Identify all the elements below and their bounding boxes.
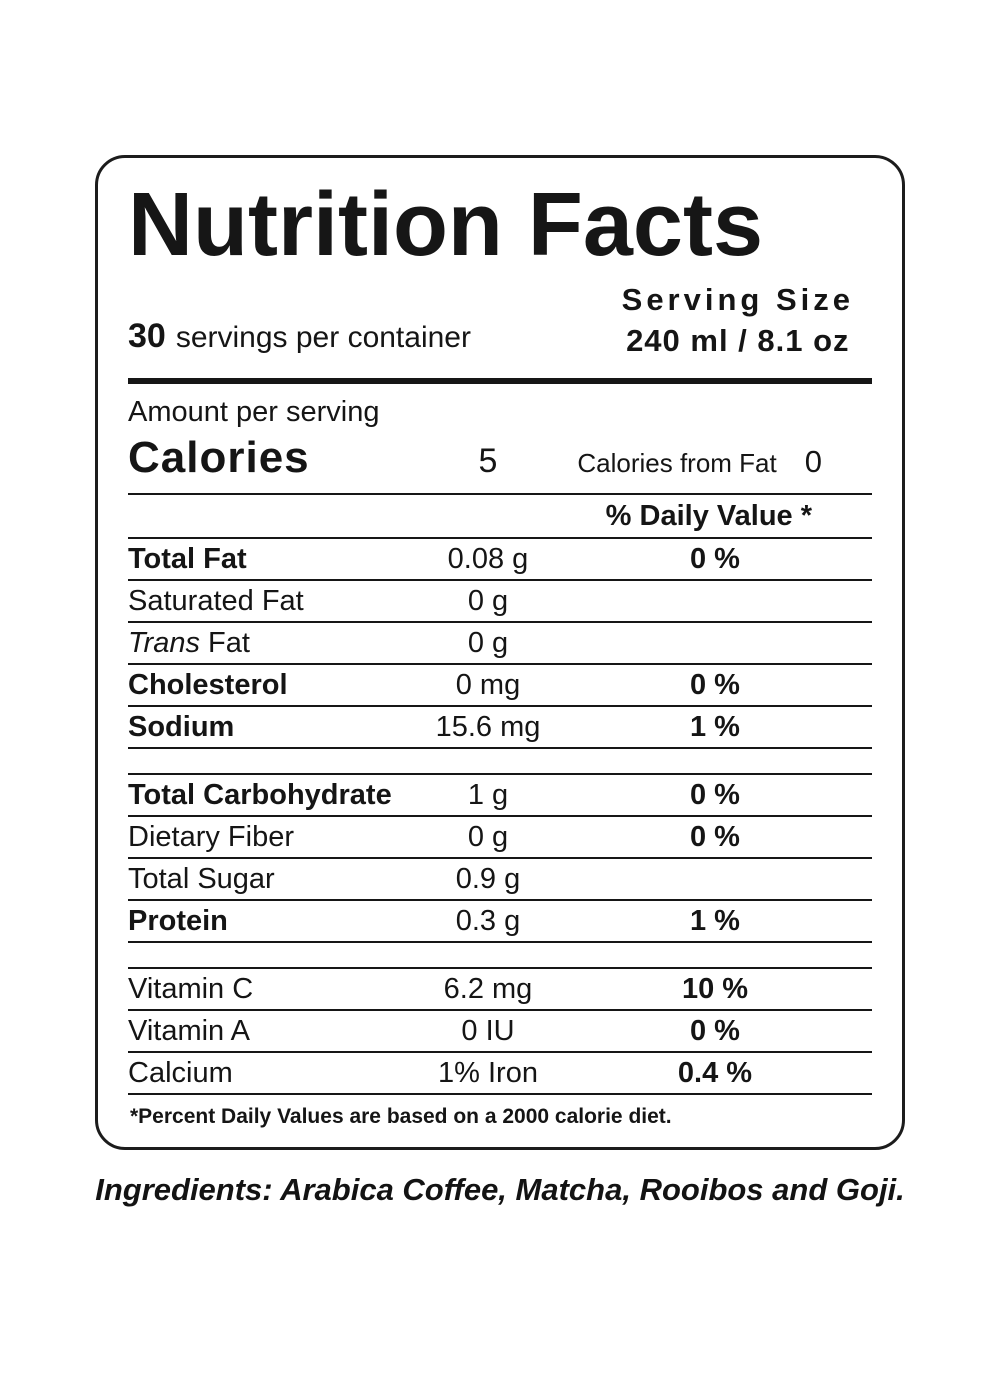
section-gap bbox=[128, 943, 872, 970]
nutrient-row-total-sugar: Total Sugar 0.9 g bbox=[128, 859, 872, 902]
nutrient-dv: 1 % bbox=[690, 711, 740, 744]
nutrient-dv bbox=[558, 623, 872, 663]
nutrient-name: Trans Fat bbox=[128, 623, 418, 663]
nutrient-name: Vitamin C bbox=[128, 973, 254, 1006]
thick-divider-bar bbox=[128, 378, 872, 385]
nutrient-row-protein: Protein 0.3 g 1 % bbox=[128, 901, 872, 944]
nutrient-dv: 0 % bbox=[690, 669, 740, 702]
calories-label: Calories bbox=[128, 433, 310, 483]
amount-per-serving-label: Amount per serving bbox=[128, 396, 380, 429]
calories-value: 5 bbox=[478, 442, 498, 481]
ingredients-line: Ingredients: Arabica Coffee, Matcha, Roo… bbox=[95, 1172, 905, 1207]
nutrient-row-calcium: Calcium 1% Iron 0.4 % bbox=[128, 1053, 872, 1096]
nutrient-name: Dietary Fiber bbox=[128, 821, 294, 854]
nutrient-amount: 0 g bbox=[467, 821, 509, 854]
nutrient-row-vitamin-a: Vitamin A 0 IU 0 % bbox=[128, 1011, 872, 1054]
nutrition-facts-panel: Nutrition Facts 30 servings per container… bbox=[95, 155, 905, 1150]
servings-text: servings per container bbox=[175, 321, 471, 355]
nutrient-row-dietary-fiber: Dietary Fiber 0 g 0 % bbox=[128, 817, 872, 860]
nutrient-amount: 1% Iron bbox=[438, 1057, 538, 1090]
nutrient-dv: 0 % bbox=[690, 543, 740, 576]
nutrient-dv: 0 % bbox=[690, 779, 740, 812]
serving-size: Serving Size 240 ml / 8.1 oz bbox=[622, 279, 872, 363]
nutrient-row-cholesterol: Cholesterol 0 mg 0 % bbox=[128, 665, 872, 708]
servings-count: 30 bbox=[128, 317, 166, 356]
nutrient-name: Protein bbox=[128, 905, 228, 938]
nutrient-dv: 0.4 % bbox=[677, 1057, 753, 1090]
trans-italic: Trans bbox=[128, 627, 200, 660]
nutrient-name: Vitamin A bbox=[128, 1015, 250, 1048]
nutrient-row-saturated-fat: Saturated Fat 0 g bbox=[128, 581, 872, 624]
nutrient-row-vitamin-c: Vitamin C 6.2 mg 10 % bbox=[128, 969, 872, 1012]
nutrient-dv bbox=[558, 581, 872, 621]
nutrient-row-sodium: Sodium 15.6 mg 1 % bbox=[128, 707, 872, 750]
nutrient-dv: 10 % bbox=[681, 973, 749, 1006]
nutrient-name: Total Carbohydrate bbox=[128, 779, 392, 812]
nutrient-amount: 0.9 g bbox=[455, 863, 521, 896]
nutrition-facts-title: Nutrition Facts bbox=[128, 175, 764, 275]
nutrient-amount: 6.2 mg bbox=[443, 973, 533, 1006]
nutrient-dv: 0 % bbox=[690, 821, 740, 854]
serving-size-value: 240 ml / 8.1 oz bbox=[626, 323, 850, 359]
nutrient-amount: 0 g bbox=[467, 627, 509, 660]
nutrient-name: Total Sugar bbox=[128, 863, 275, 896]
daily-value-header: % Daily Value * bbox=[128, 495, 872, 540]
trans-rest: Fat bbox=[199, 627, 250, 660]
serving-header-row: 30 servings per container Serving Size 24… bbox=[128, 279, 872, 363]
calories-from-fat-label: Calories from Fat bbox=[577, 448, 777, 479]
nutrient-row-trans-fat: Trans Fat 0 g bbox=[128, 623, 872, 666]
nutrient-amount: 0.08 g bbox=[447, 543, 529, 576]
nutrient-amount: 1 g bbox=[467, 779, 509, 812]
serving-size-label: Serving Size bbox=[621, 281, 854, 317]
calories-from-fat: Calories from Fat 0 bbox=[558, 444, 872, 480]
nutrient-name: Calcium bbox=[128, 1057, 233, 1090]
nutrient-row-total-fat: Total Fat 0.08 g 0 % bbox=[128, 539, 872, 582]
nutrient-name: Cholesterol bbox=[128, 669, 288, 702]
nutrient-amount: 0 g bbox=[467, 585, 509, 618]
nutrient-amount: 0.3 g bbox=[455, 905, 521, 938]
nutrient-dv bbox=[558, 859, 872, 899]
calories-row: Calories 5 Calories from Fat 0 bbox=[128, 429, 872, 496]
nutrient-amount: 15.6 mg bbox=[435, 711, 541, 744]
calories-from-fat-value: 0 bbox=[804, 444, 822, 480]
nutrient-name: Saturated Fat bbox=[128, 585, 304, 618]
nutrient-amount: 0 mg bbox=[455, 669, 521, 702]
nutrient-dv: 0 % bbox=[690, 1015, 740, 1048]
section-gap bbox=[128, 749, 872, 776]
nutrient-dv: 1 % bbox=[690, 905, 740, 938]
nutrient-name: Total Fat bbox=[128, 543, 247, 576]
servings-per-container: 30 servings per container bbox=[128, 317, 471, 362]
nutrient-row-total-carbohydrate: Total Carbohydrate 1 g 0 % bbox=[128, 775, 872, 818]
daily-value-footnote: *Percent Daily Values are based on a 200… bbox=[130, 1105, 672, 1129]
nutrient-name: Sodium bbox=[128, 711, 235, 744]
nutrient-amount: 0 IU bbox=[461, 1015, 515, 1048]
